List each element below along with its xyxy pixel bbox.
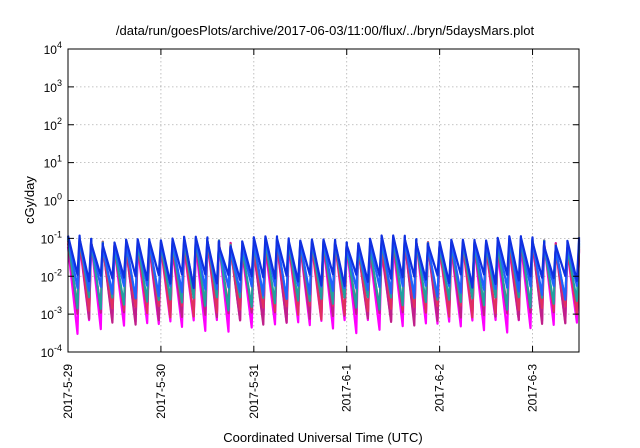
- x-tick-label: 2017-5-29: [61, 364, 75, 419]
- x-tick-label: 2017-5-30: [154, 364, 168, 419]
- y-tick-label: 10-2: [41, 267, 62, 284]
- y-tick-label: 102: [44, 116, 62, 133]
- y-tick-label: 10-1: [41, 229, 62, 246]
- y-tick-label: 103: [44, 78, 62, 95]
- series-line: [66, 234, 581, 290]
- y-tick-label: 10-4: [41, 343, 62, 360]
- series-layer: [66, 234, 581, 335]
- y-tick-label: 101: [44, 154, 62, 171]
- x-tick-label: 2017-6-2: [433, 364, 447, 412]
- x-tick-label: 2017-6-3: [526, 364, 540, 412]
- chart-title: /data/run/goesPlots/archive/2017-06-03/1…: [116, 23, 535, 38]
- y-tick-label: 100: [44, 192, 62, 209]
- x-axis-ticks: 2017-5-29 2017-5-30 2017-5-31 2017-6-1 2017-…: [61, 49, 540, 419]
- y-tick-label: 10-3: [41, 305, 62, 322]
- x-axis-label: Coordinated Universal Time (UTC): [223, 430, 422, 445]
- y-tick-label: 104: [44, 40, 62, 57]
- x-tick-label: 2017-6-1: [340, 364, 354, 412]
- y-axis-label: cGy/day: [22, 176, 37, 224]
- x-tick-label: 2017-5-31: [247, 364, 261, 419]
- y-axis-ticks: 10-4 10-3 10-2 10-1 100 101 102 103 104: [41, 40, 579, 360]
